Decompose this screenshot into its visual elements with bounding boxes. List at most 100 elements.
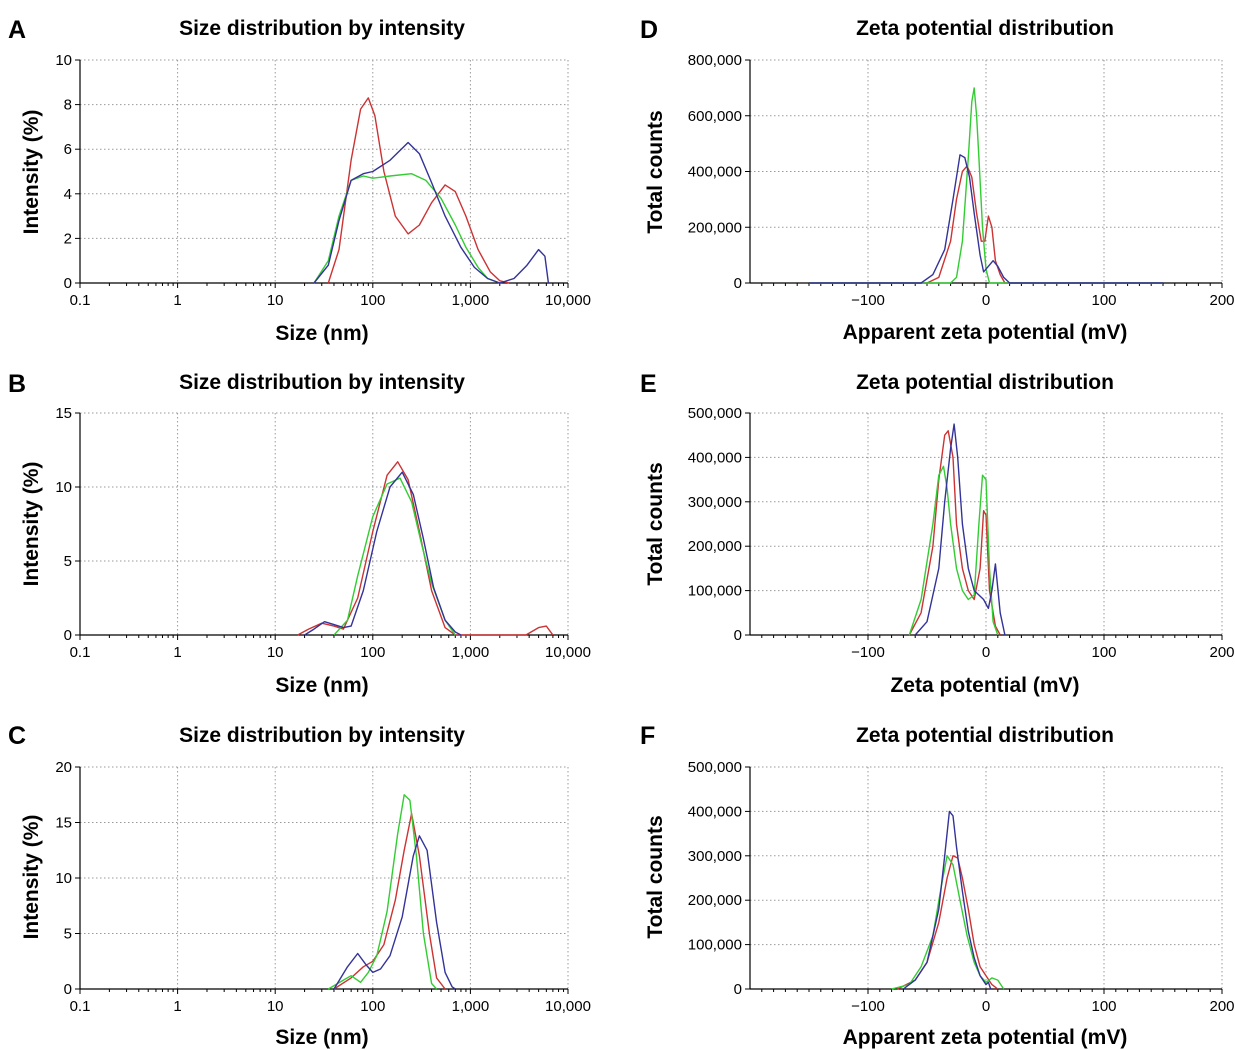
x-axis-label: Size (nm): [275, 674, 368, 697]
x-tick-label: 100: [360, 292, 385, 309]
panel-letter: E: [640, 370, 657, 398]
chart-title: Zeta potential distribution: [856, 17, 1114, 40]
series-line-green: [908, 465, 999, 636]
y-tick-label: 0: [734, 275, 742, 292]
chart-panel-d: D Zeta potential distribution Apparent z…: [640, 16, 1235, 344]
y-tick-label: 600,000: [688, 108, 742, 125]
x-tick-label: 10: [267, 292, 284, 309]
x-tick-label: 10,000: [545, 998, 591, 1015]
y-tick-label: 100,000: [688, 937, 742, 954]
chart-title: Size distribution by intensity: [179, 724, 465, 747]
y-tick-label: 200,000: [688, 219, 742, 236]
y-tick-label: 100,000: [688, 583, 742, 600]
x-axis-label: Size (nm): [275, 1026, 368, 1049]
y-tick-label: 400,000: [688, 449, 742, 466]
y-tick-label: 0: [64, 275, 72, 292]
y-tick-label: 300,000: [688, 494, 742, 511]
x-tick-label: 1,000: [452, 292, 490, 309]
y-axis-label: Total counts: [644, 110, 667, 233]
panel-letter: A: [8, 16, 26, 44]
y-tick-label: 10: [55, 870, 72, 887]
x-tick-label: 100: [1091, 644, 1116, 661]
y-axis-label: Intensity (%): [20, 815, 43, 940]
chart-title: Zeta potential distribution: [856, 371, 1114, 394]
x-tick-label: 200: [1209, 998, 1234, 1015]
x-tick-label: 100: [360, 998, 385, 1015]
x-tick-label: −100: [851, 644, 885, 661]
x-tick-label: 10,000: [545, 292, 591, 309]
y-axis-label: Intensity (%): [20, 462, 43, 587]
series-line-red: [333, 812, 446, 990]
series-line-red: [297, 461, 554, 636]
y-tick-label: 6: [64, 141, 72, 158]
y-tick-label: 20: [55, 759, 72, 776]
panel-letter: D: [640, 16, 658, 44]
y-tick-label: 10: [55, 52, 72, 69]
y-axis-label: Total counts: [644, 815, 667, 938]
x-tick-label: 10: [267, 998, 284, 1015]
panel-letter: B: [8, 370, 26, 398]
x-tick-label: 200: [1209, 644, 1234, 661]
x-tick-label: 0: [982, 292, 990, 309]
y-axis-label: Intensity (%): [20, 110, 43, 235]
y-tick-label: 15: [55, 815, 72, 832]
x-tick-label: 0.1: [70, 998, 91, 1015]
y-tick-label: 300,000: [688, 848, 742, 865]
chart-title: Zeta potential distribution: [856, 724, 1114, 747]
y-tick-label: 800,000: [688, 52, 742, 69]
y-tick-label: 0: [64, 981, 72, 998]
y-tick-label: 200,000: [688, 538, 742, 555]
x-tick-label: −100: [851, 998, 885, 1015]
chart-panel-e: E Zeta potential distribution Zeta poten…: [640, 370, 1235, 697]
y-tick-label: 500,000: [688, 405, 742, 422]
x-tick-label: 1,000: [452, 644, 490, 661]
y-tick-label: 5: [64, 926, 72, 943]
y-axis-label: Total counts: [644, 462, 667, 585]
x-tick-label: 1: [173, 292, 181, 309]
y-tick-label: 400,000: [688, 803, 742, 820]
series-line-blue: [914, 423, 1006, 636]
x-tick-label: 200: [1209, 292, 1234, 309]
x-axis-label: Zeta potential (mV): [890, 674, 1079, 697]
series-line-blue: [333, 835, 456, 990]
chart-panel-f: F Zeta potential distribution Apparent z…: [640, 722, 1235, 1049]
x-tick-label: 0.1: [70, 292, 91, 309]
series-line-blue: [902, 810, 992, 990]
panel-letter: C: [8, 722, 26, 750]
y-tick-label: 0: [734, 981, 742, 998]
series-line-green: [327, 794, 438, 990]
y-tick-label: 400,000: [688, 164, 742, 181]
x-tick-label: 100: [1091, 998, 1116, 1015]
chart-panel-a: A Size distribution by intensity Size (n…: [8, 16, 591, 345]
y-tick-label: 10: [55, 479, 72, 496]
series-line-blue: [809, 154, 1163, 284]
x-tick-label: 1: [173, 998, 181, 1015]
y-tick-label: 15: [55, 405, 72, 422]
x-tick-label: 10: [267, 644, 284, 661]
x-tick-label: 100: [360, 644, 385, 661]
y-tick-label: 2: [64, 230, 72, 247]
series-line-green: [891, 855, 1005, 990]
series-line-red: [327, 97, 510, 284]
y-tick-label: 8: [64, 97, 72, 114]
x-tick-label: 10,000: [545, 644, 591, 661]
chart-panel-b: B Size distribution by intensity Size (n…: [8, 370, 591, 697]
y-tick-label: 200,000: [688, 892, 742, 909]
series-line-red: [908, 430, 1001, 636]
x-axis-label: Apparent zeta potential (mV): [843, 1026, 1128, 1049]
x-axis-label: Apparent zeta potential (mV): [843, 321, 1128, 344]
chart-panel-c: C Size distribution by intensity Size (n…: [8, 722, 591, 1049]
x-tick-label: 1: [173, 644, 181, 661]
y-tick-label: 4: [64, 186, 72, 203]
y-tick-label: 0: [64, 627, 72, 644]
x-tick-label: 0: [982, 998, 990, 1015]
x-tick-label: −100: [851, 292, 885, 309]
y-tick-label: 500,000: [688, 759, 742, 776]
series-line-blue: [313, 141, 550, 284]
series-line-green: [313, 172, 501, 284]
x-tick-label: 0.1: [70, 644, 91, 661]
series-line-blue: [304, 471, 462, 636]
y-tick-label: 0: [734, 627, 742, 644]
y-tick-label: 5: [64, 553, 72, 570]
